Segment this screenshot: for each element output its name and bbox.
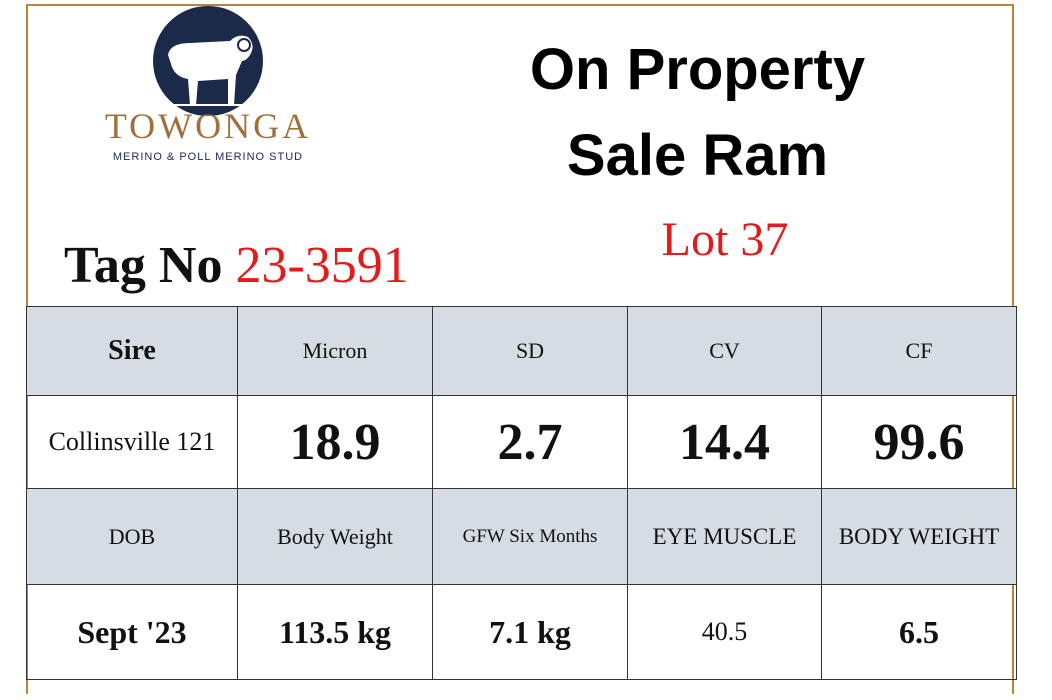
table-cell: 6.5	[821, 584, 1017, 680]
table-cell: BODY WEIGHT	[821, 488, 1017, 585]
stats-table: Sire Micron SD CV CF Collinsville 121 18.9 2.7 1…	[26, 306, 1017, 680]
table-cell: CF	[821, 306, 1017, 396]
table-cell: Collinsville 121	[26, 395, 238, 489]
logo-tagline: MERINO & POLL MERINO STUD	[112, 151, 304, 163]
table-cell: DOB	[26, 488, 238, 585]
table-cell: 40.5	[627, 584, 822, 680]
table-cell: 14.4	[627, 395, 822, 489]
table-row: Sire Micron SD CV CF	[26, 306, 1017, 396]
logo-emblem	[153, 6, 263, 116]
table-cell: Micron	[237, 306, 433, 396]
table-cell: 2.7	[432, 395, 628, 489]
table-cell: EYE MUSCLE	[627, 488, 822, 585]
tag: Tag No 23-3591	[64, 236, 409, 295]
table-cell: CV	[627, 306, 822, 396]
table-cell: 99.6	[821, 395, 1017, 489]
table-cell: Sept '23	[26, 584, 238, 680]
lot-number: Lot 37	[661, 213, 789, 266]
title: Sale Ram	[566, 123, 829, 188]
tag-number: 23-3591	[235, 237, 409, 294]
table-cell: Sire	[26, 306, 238, 396]
title: On Property	[529, 37, 866, 102]
table-row: Sept '23 113.5 kg 7.1 kg 40.5 6.5	[26, 584, 1017, 680]
logo-name: TOWONGA	[104, 106, 312, 146]
table-cell: 7.1 kg	[432, 584, 628, 680]
table-cell: Body Weight	[237, 488, 433, 585]
table-cell: 113.5 kg	[237, 584, 433, 680]
table-row: DOB Body Weight GFW Six Months EYE MUSCLE BO…	[26, 488, 1017, 585]
table-row: Collinsville 121 18.9 2.7 14.4 99.6	[26, 395, 1017, 489]
table-cell: GFW Six Months	[432, 488, 628, 585]
tag-label: Tag No	[64, 237, 223, 294]
table-cell: 18.9	[237, 395, 433, 489]
table-cell: SD	[432, 306, 628, 396]
